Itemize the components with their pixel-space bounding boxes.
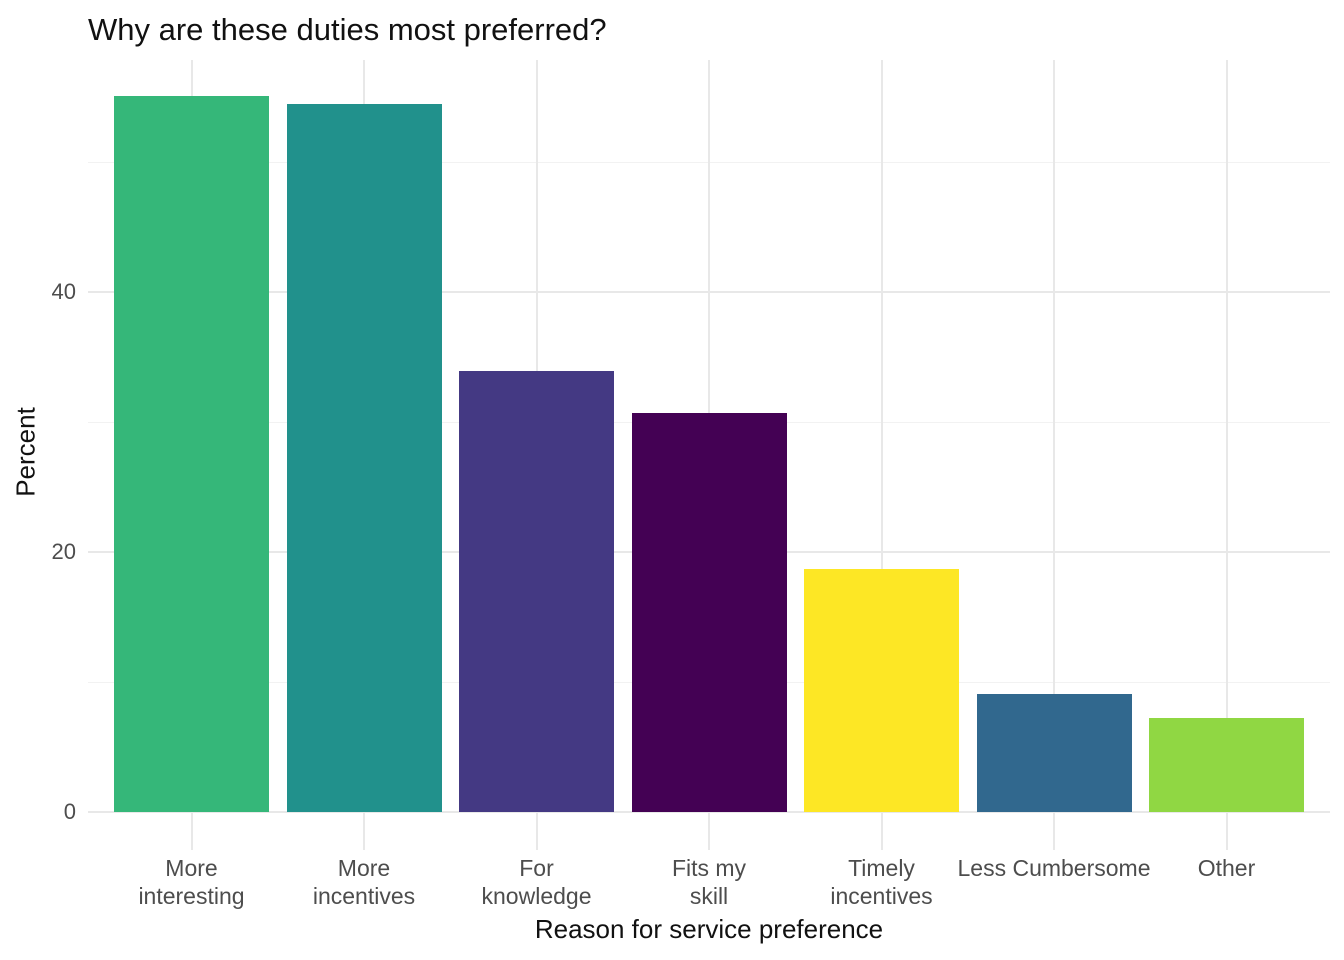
y-axis-title: Percent <box>10 407 41 497</box>
x-category-label-for-knowledge: For knowledge <box>481 855 592 909</box>
x-category-label-less-cumbersome: Less Cumbersome <box>957 855 1151 881</box>
bar-more-incentives <box>286 103 442 812</box>
x-category-label-timely-incentives: Timely incentives <box>830 855 933 909</box>
gridline-category-less-cumbersome <box>1053 60 1055 850</box>
y-tick-label-40: 40 <box>51 279 76 304</box>
plot-panel <box>88 60 1330 850</box>
x-category-label-more-interesting: More interesting <box>138 855 245 909</box>
bar-timely-incentives <box>804 568 959 812</box>
x-category-label-more-incentives: More incentives <box>312 855 416 909</box>
y-tick-label-20: 20 <box>51 539 76 564</box>
gridline-category-other <box>1225 60 1228 850</box>
bar-fits-my-skill <box>631 412 787 812</box>
bar-less-cumbersome <box>976 693 1132 812</box>
bar-for-knowledge <box>459 371 614 812</box>
bar-more-interesting <box>114 95 269 812</box>
bar-other <box>1149 718 1304 812</box>
x-category-label-fits-my-skill: Fits my skill <box>671 855 747 909</box>
y-tick-label-0: 0 <box>63 799 76 824</box>
x-category-label-other: Other <box>1197 855 1256 881</box>
chart-title: Why are these duties most preferred? <box>88 12 607 47</box>
x-axis-title: Reason for service preference <box>534 914 884 944</box>
gridline-category-timely-incentives <box>880 60 883 850</box>
